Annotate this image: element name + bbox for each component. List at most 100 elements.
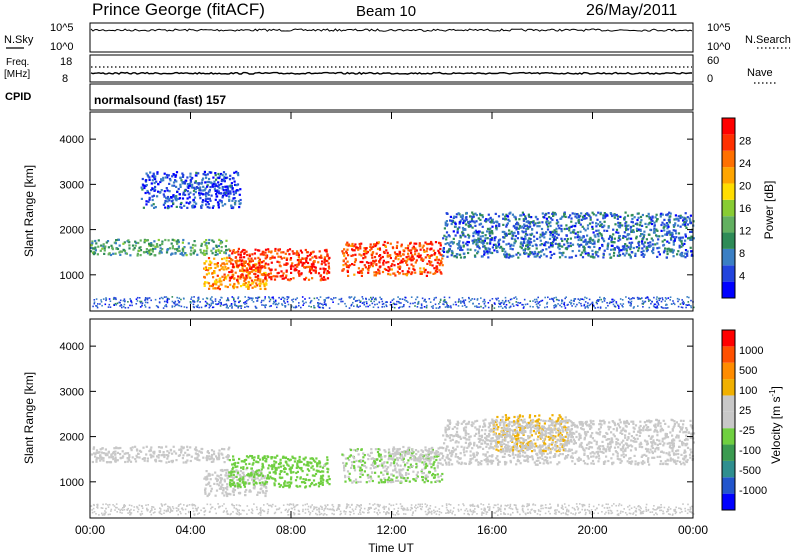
colorbar-tick-label: 16 [739, 203, 751, 215]
colorbar-tick-label: 25 [739, 405, 751, 417]
echo-band [341, 240, 444, 277]
cpid-label: CPID [5, 91, 31, 103]
colorbar-segment [722, 216, 735, 233]
colorbar-tick-label: 1000 [739, 345, 763, 357]
colorbar-tick-label: 28 [739, 136, 751, 148]
colorbar-segment [722, 460, 735, 478]
freq-label: Freq. [6, 57, 29, 68]
velocity-panel-frame [89, 318, 694, 519]
y-tick-label: 3000 [60, 179, 84, 191]
date-label: 26/May/2011 [586, 2, 677, 19]
power-colorbar: 28 24 20 16 12 8 4 [721, 117, 751, 299]
power-y-ticks: 1000 2000 3000 4000 [60, 134, 693, 282]
echo-band [203, 256, 268, 291]
power-colorbar-label: Power [dB] [762, 181, 776, 240]
ground-scatter [92, 296, 695, 309]
echo-band [90, 445, 231, 464]
time-axis-label: Time UT [368, 541, 414, 554]
colorbar-tick-label: -500 [739, 465, 761, 477]
y-tick-label: 3000 [60, 386, 84, 398]
x-tick-label: 16:00 [477, 523, 507, 537]
colorbar-segment [722, 444, 735, 461]
colorbar-segment [722, 281, 735, 298]
colorbar-segment [722, 411, 735, 429]
cpid-panel [89, 83, 694, 111]
colorbar-segment [722, 183, 735, 200]
colorbar-tick-label: -100 [739, 445, 761, 457]
power-panel-frame [89, 111, 694, 312]
x-tick-label: 20:00 [577, 523, 607, 537]
colorbar-segment [722, 199, 735, 217]
x-tick-label: 08:00 [276, 523, 306, 537]
colorbar-segment [722, 248, 735, 266]
colorbar-frame [721, 117, 736, 299]
echo-band [140, 170, 242, 210]
nave-tick-bottom: 0 [707, 73, 713, 85]
echo-band [90, 238, 231, 257]
colorbar-segment [722, 118, 735, 135]
y-tick-label: 4000 [60, 134, 84, 146]
colorbar-tick-label: 20 [739, 181, 751, 193]
cpid-value: normalsound (fast) 157 [94, 93, 226, 107]
colorbar-frame [721, 329, 736, 511]
time-x-ticks: 00:00 04:00 08:00 12:00 16:00 20:00 00:00 [75, 112, 708, 537]
freq-tick-bottom: 8 [62, 73, 68, 85]
nsky-panel [89, 22, 694, 53]
nsearch-label: N.Search [745, 34, 791, 46]
velocity-heatmap [90, 414, 696, 516]
nsky-trace [90, 28, 693, 32]
echo-band [441, 211, 695, 259]
nsearch-tick-bottom: 10^0 [707, 41, 731, 53]
velocity-colorbar: 1000 500 100 25 -25 -100 -500 -1000 [721, 329, 767, 511]
freq-panel [89, 54, 694, 83]
colorbar-tick-label: 4 [739, 271, 745, 283]
nsky-tick-bottom: 10^0 [50, 41, 74, 53]
colorbar-segment [722, 330, 735, 347]
colorbar-tick-label: 12 [739, 226, 751, 238]
y-tick-label: 1000 [60, 477, 84, 489]
colorbar-tick-label: 500 [739, 365, 757, 377]
freq-trace [90, 71, 692, 75]
x-tick-label: 00:00 [678, 523, 708, 537]
freq-tick-top: 18 [60, 56, 72, 68]
y-tick-label: 1000 [60, 270, 84, 282]
nave-label: Nave [747, 67, 773, 79]
colorbar-segment [722, 134, 735, 151]
colorbar-segment [722, 265, 735, 282]
colorbar-segment [722, 395, 735, 412]
colorbar-tick-label: -1000 [739, 485, 767, 497]
colorbar-tick-label: 100 [739, 385, 757, 397]
nave-tick-top: 60 [707, 55, 719, 67]
freq-unit: [MHz] [4, 69, 30, 80]
colorbar-segment [722, 232, 735, 249]
velocity-colorbar-label: Velocity [m s-1] [768, 386, 783, 464]
station-title: Prince George (fitACF) [92, 0, 265, 19]
colorbar-segment [722, 477, 735, 494]
y-tick-label: 2000 [60, 432, 84, 444]
nsky-tick-top: 10^5 [50, 22, 74, 34]
velocity-y-axis-label: Slant Range [km] [22, 372, 36, 464]
colorbar-segment [722, 150, 735, 168]
echo-band [341, 447, 444, 484]
velocity-y-ticks: 1000 2000 3000 4000 [60, 341, 693, 489]
y-tick-label: 4000 [60, 341, 84, 353]
colorbar-segment [722, 379, 735, 396]
colorbar-segment [722, 428, 735, 445]
colorbar-tick-label: 8 [739, 248, 745, 260]
colorbar-segment [722, 167, 735, 184]
echo-band [391, 445, 444, 462]
echo-band [228, 247, 331, 282]
colorbar-segment [722, 346, 735, 363]
colorbar-tick-label: -25 [739, 425, 755, 437]
power-y-axis-label: Slant Range [km] [22, 165, 36, 257]
echo-band [228, 454, 331, 489]
y-tick-label: 2000 [60, 225, 84, 237]
colorbar-segment [722, 362, 735, 380]
colorbar-tick-label: 24 [739, 158, 751, 170]
beam-label: Beam 10 [356, 3, 416, 20]
x-tick-label: 12:00 [376, 523, 406, 537]
x-tick-label: 04:00 [175, 523, 205, 537]
colorbar-segment [722, 493, 735, 510]
echo-band [442, 418, 696, 466]
